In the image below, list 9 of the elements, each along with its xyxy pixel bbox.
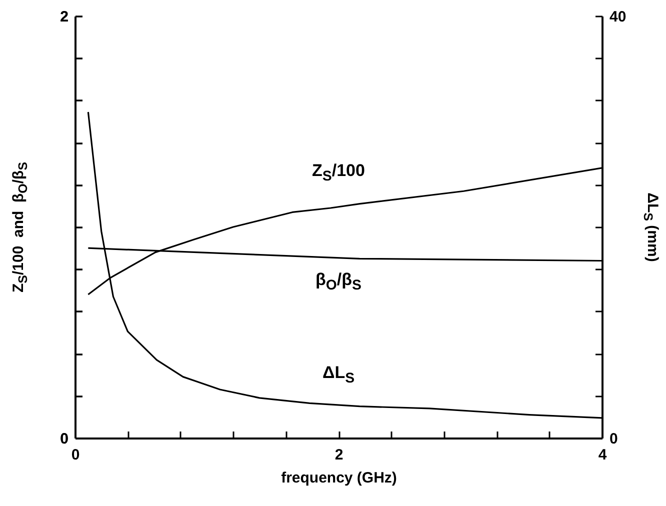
x-tick-label: 2 bbox=[334, 446, 344, 464]
y2-tick-label: 0 bbox=[610, 430, 618, 448]
x-tick-label: 4 bbox=[598, 446, 608, 464]
annotation: Z$_{S}$/100 bbox=[312, 160, 365, 184]
y2-tick-label: 40 bbox=[610, 8, 626, 26]
annotation: β$_{O}$/β$_{S}$ bbox=[316, 270, 362, 294]
x-tick-label: 0 bbox=[71, 446, 80, 464]
annotation: ΔL$_{S}$ bbox=[322, 363, 355, 386]
x-axis-title: frequency (GHz) bbox=[281, 470, 397, 486]
